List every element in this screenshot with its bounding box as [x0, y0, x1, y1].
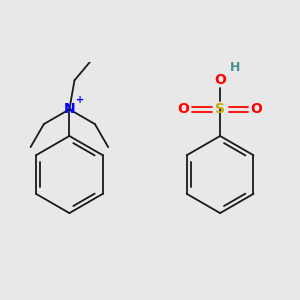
Text: N: N	[64, 102, 75, 116]
Text: S: S	[215, 102, 225, 116]
Text: O: O	[178, 102, 190, 116]
Text: O: O	[214, 73, 226, 87]
Text: H: H	[230, 61, 241, 74]
Text: +: +	[76, 94, 84, 104]
Text: O: O	[250, 102, 262, 116]
